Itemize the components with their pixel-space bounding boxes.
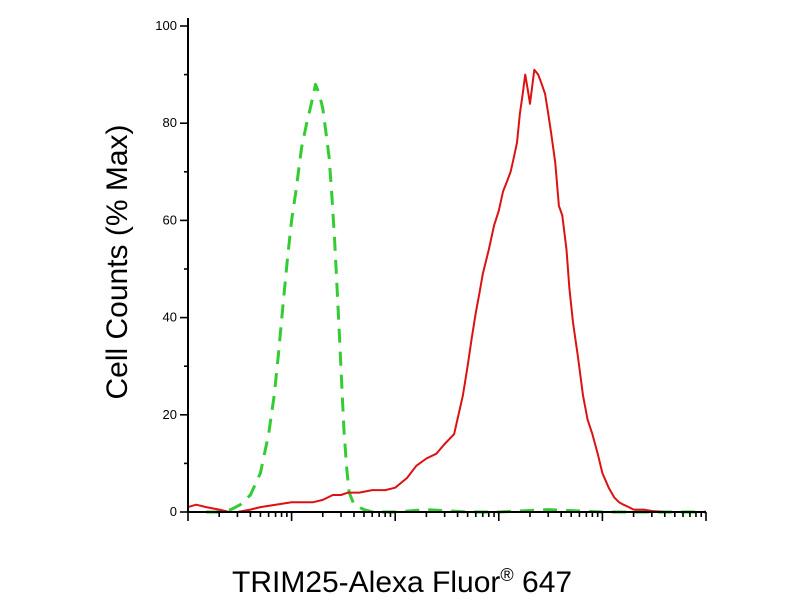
svg-text:TRIM25-Alexa Fluor® 647: TRIM25-Alexa Fluor® 647 (232, 565, 572, 599)
y-axis-title: Cell Counts (% Max) (101, 124, 134, 399)
plot-area: 0 20 40 60 80 100 (155, 18, 707, 521)
y-tick-label-60: 60 (163, 212, 177, 227)
y-tick-label-40: 40 (163, 310, 177, 325)
series-line-2-solid (187, 68, 706, 513)
x-axis-title-tail: 647 (514, 566, 572, 599)
y-tick-label-0: 0 (170, 504, 177, 519)
x-axis-title-superscript: ® (500, 565, 513, 585)
series-line-1-dashed (206, 82, 706, 514)
x-axis-title-main: TRIM25-Alexa Fluor (232, 566, 500, 599)
y-tick-label-80: 80 (163, 115, 177, 130)
x-axis-title: TRIM25-Alexa Fluor® 647 (232, 565, 572, 599)
y-tick-label-20: 20 (163, 407, 177, 422)
y-tick-label-100: 100 (155, 18, 177, 33)
